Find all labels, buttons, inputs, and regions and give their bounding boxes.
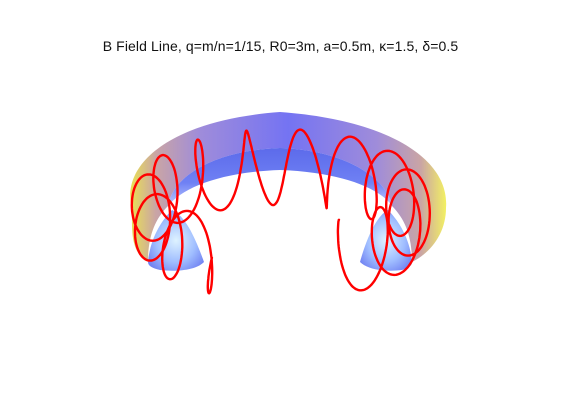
figure-title: B Field Line, q=m/n=1/15, R0=3m, a=0.5m,… — [102, 38, 459, 54]
right-cross-section — [360, 210, 412, 271]
field-line — [130, 128, 431, 295]
torus-outer-surface — [130, 112, 447, 262]
torus-inner-wall — [168, 148, 392, 206]
